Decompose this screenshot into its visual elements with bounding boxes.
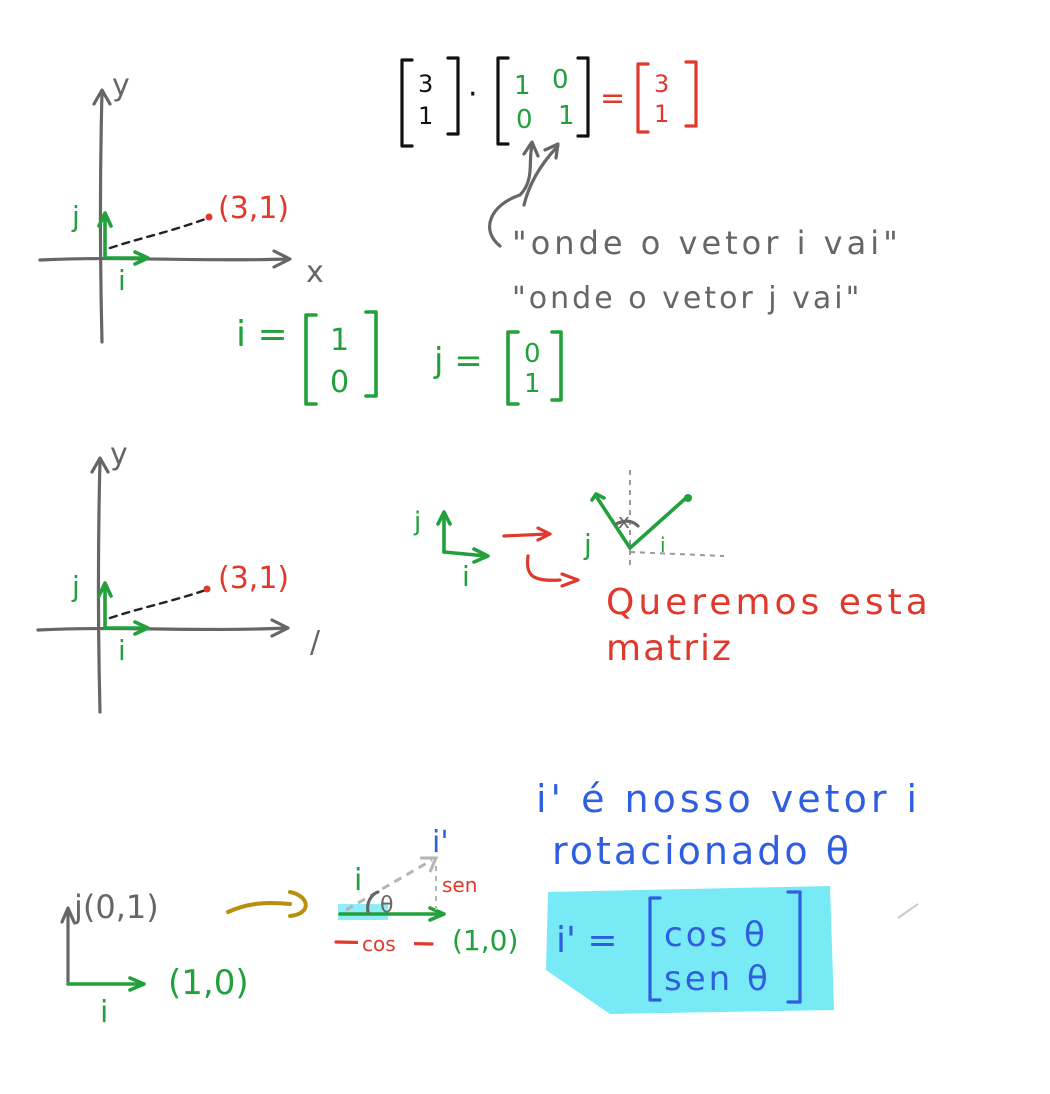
right-vec-bottom: 1 [654, 100, 669, 128]
i-label-2: i [118, 634, 126, 667]
i-vec-bottom: 0 [330, 365, 349, 400]
rot-j: j [583, 528, 592, 561]
equals-sign: = [600, 81, 625, 116]
point-marker [205, 213, 213, 221]
note-line-2: "onde o vetor j vai" [512, 281, 862, 316]
x-axis-label: x [306, 255, 324, 290]
cos-label: cos [362, 932, 396, 956]
point-label-2: (3,1) [218, 561, 289, 596]
section-1-axes: y x [38, 68, 324, 344]
rotated-vector-statement: i' é nosso vetor i rotacionado θ i' = co… [536, 777, 921, 1014]
note-line-1: "onde o vetor i vai" [512, 224, 902, 262]
section-1-basis-vectors: j i (3,1) [71, 191, 289, 297]
i-vector-definition: i = 1 0 [236, 310, 378, 406]
point-marker-2 [203, 585, 211, 593]
small-j: j [413, 507, 421, 537]
vec-top: cos θ [664, 915, 768, 955]
i-vec-lhs: i = [236, 314, 288, 355]
matrix-m12: 0 [552, 65, 569, 95]
j-vec-top: 0 [524, 339, 541, 369]
matrix-m22: 1 [558, 101, 575, 131]
rot-x: x [618, 509, 630, 533]
triangle-point: (1,0) [452, 924, 518, 957]
matrix-equation: 3 1 · 1 0 0 1 = 3 1 [400, 56, 698, 148]
j-vec-lhs: j = [433, 341, 483, 381]
j-point-label: j(0,1) [73, 888, 159, 926]
section-2-axes: y / [36, 437, 321, 714]
section-2-basis-vectors: j i (3,1) [71, 561, 289, 667]
matrix-m11: 1 [514, 71, 531, 101]
rot-i: i [660, 533, 666, 557]
triangle-i-prime: i' [432, 825, 449, 860]
i-vec-top: 1 [330, 323, 349, 358]
y-axis-label: y [112, 68, 130, 103]
vec-lhs: i' = [556, 920, 618, 961]
blue-line-1: i' é nosso vetor i [536, 777, 921, 821]
y-axis-label-2: y [110, 437, 128, 472]
left-vec-bottom: 1 [418, 102, 433, 130]
i-point-label: (1,0) [168, 963, 249, 1003]
sen-label: sen [442, 873, 477, 897]
j-vector-definition: j = 0 1 [433, 330, 563, 406]
rotation-triangle: i i' θ sen cos (1,0) [334, 825, 518, 957]
i-label-3: i [100, 995, 108, 1030]
equation-annotations: "onde o vetor i vai" "onde o vetor j vai… [488, 140, 902, 316]
caption-line-1: Queremos esta [606, 582, 932, 623]
x-axis-mark-2: / [310, 625, 321, 660]
blue-line-2: rotacionado θ [552, 829, 852, 873]
left-vec-top: 3 [418, 70, 433, 98]
j-label-2: j [71, 570, 80, 603]
caption-line-2: matriz [606, 628, 733, 669]
section-3-basis: j(0,1) i (1,0) [60, 888, 308, 1030]
rotation-sketch: j i j x i Queremos esta matriz [413, 470, 932, 669]
triangle-i: i [354, 863, 362, 898]
theta-label: θ [380, 893, 393, 918]
matrix-m21: 0 [516, 105, 533, 135]
dot-operator: · [468, 77, 478, 112]
i-label: i [118, 264, 126, 297]
j-label: j [71, 200, 80, 233]
vec-bottom: sen θ [664, 959, 771, 999]
j-vec-bottom: 1 [524, 369, 541, 399]
small-i: i [462, 560, 470, 593]
point-label: (3,1) [218, 191, 289, 226]
right-vec-top: 3 [654, 70, 669, 98]
